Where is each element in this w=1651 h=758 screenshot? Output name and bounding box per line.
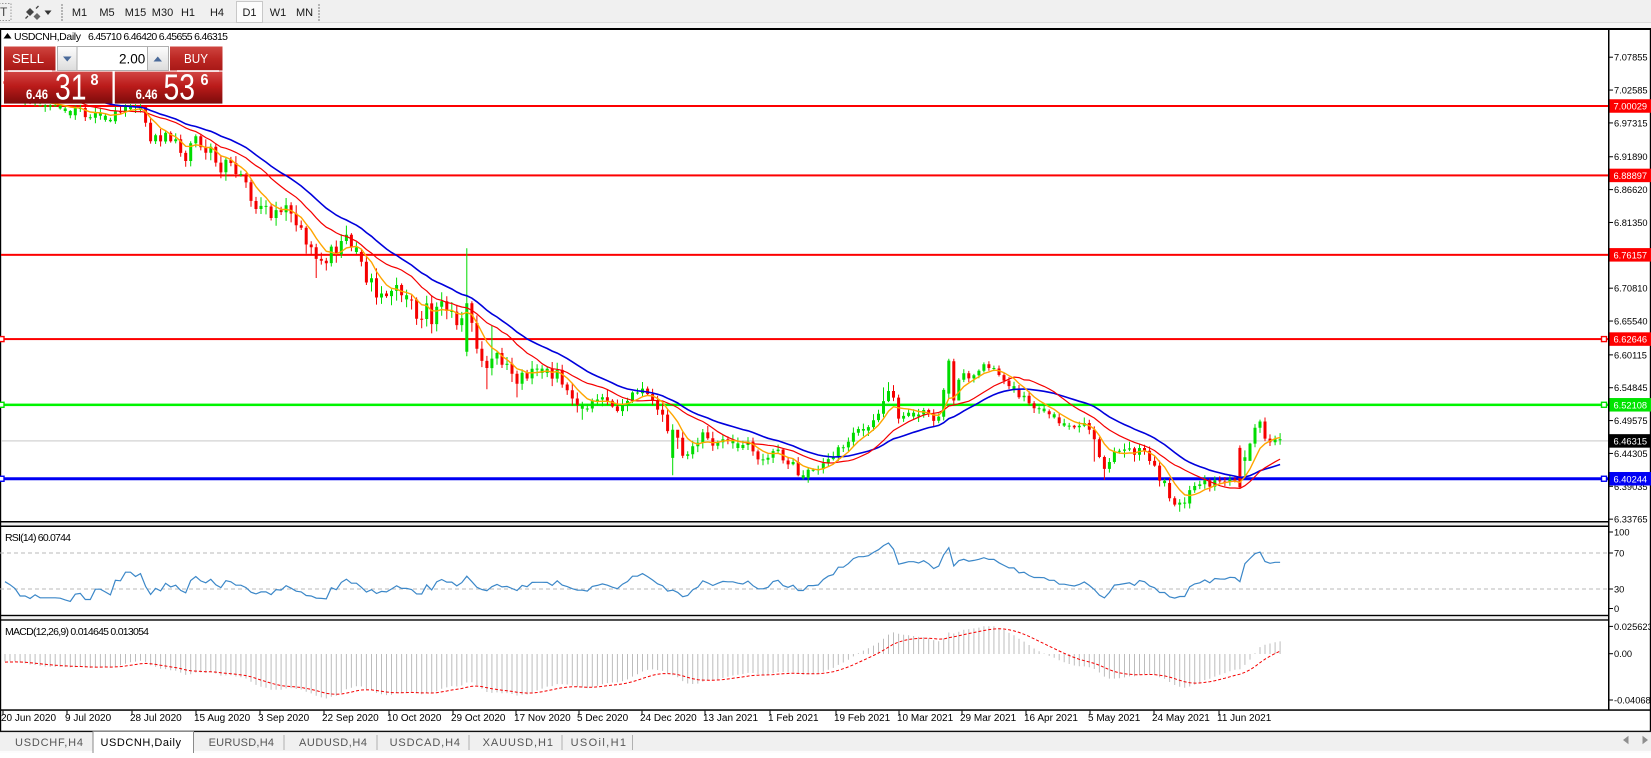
svg-text:7.02585: 7.02585 bbox=[1614, 86, 1648, 96]
svg-text:5 May 2021: 5 May 2021 bbox=[1088, 713, 1141, 724]
svg-text:16 Apr 2021: 16 Apr 2021 bbox=[1024, 713, 1078, 724]
svg-text:6.65540: 6.65540 bbox=[1614, 317, 1648, 327]
svg-text:100: 100 bbox=[1614, 527, 1630, 537]
svg-text:10 Mar 2021: 10 Mar 2021 bbox=[897, 713, 954, 724]
svg-text:8: 8 bbox=[91, 72, 99, 89]
svg-text:6.86620: 6.86620 bbox=[1614, 185, 1648, 195]
svg-text:6.76157: 6.76157 bbox=[1614, 250, 1648, 260]
svg-text:6.62646: 6.62646 bbox=[1614, 335, 1648, 345]
svg-text:6.46: 6.46 bbox=[26, 86, 48, 102]
svg-text:24 May 2021: 24 May 2021 bbox=[1152, 713, 1210, 724]
svg-text:15 Aug 2020: 15 Aug 2020 bbox=[194, 713, 251, 724]
svg-text:29 Mar 2021: 29 Mar 2021 bbox=[960, 713, 1017, 724]
svg-text:RSI(14) 60.0744: RSI(14) 60.0744 bbox=[5, 532, 71, 544]
svg-text:D1: D1 bbox=[242, 7, 256, 19]
svg-text:6.97315: 6.97315 bbox=[1614, 118, 1648, 128]
svg-text:W1: W1 bbox=[270, 7, 287, 19]
svg-text:6.70810: 6.70810 bbox=[1614, 284, 1648, 294]
svg-text:19 Feb 2021: 19 Feb 2021 bbox=[834, 713, 891, 724]
svg-text:H4: H4 bbox=[210, 7, 224, 19]
svg-text:7.00029: 7.00029 bbox=[1614, 102, 1648, 112]
svg-text:6.52108: 6.52108 bbox=[1614, 400, 1648, 410]
svg-text:31: 31 bbox=[55, 67, 87, 108]
svg-text:6.33765: 6.33765 bbox=[1614, 515, 1648, 525]
svg-text:1 Feb 2021: 1 Feb 2021 bbox=[768, 713, 819, 724]
svg-text:28 Jul 2020: 28 Jul 2020 bbox=[130, 713, 182, 724]
svg-text:AUDUSD,H4: AUDUSD,H4 bbox=[299, 737, 367, 749]
svg-text:M30: M30 bbox=[152, 7, 173, 19]
svg-text:5 Dec 2020: 5 Dec 2020 bbox=[577, 713, 629, 724]
svg-text:17 Nov 2020: 17 Nov 2020 bbox=[514, 713, 571, 724]
svg-text:22 Sep 2020: 22 Sep 2020 bbox=[322, 713, 379, 724]
svg-text:0: 0 bbox=[1614, 604, 1619, 614]
svg-text:H1: H1 bbox=[181, 7, 195, 19]
svg-text:6.88897: 6.88897 bbox=[1614, 171, 1648, 181]
svg-text:7.07855: 7.07855 bbox=[1614, 53, 1648, 63]
svg-text:6.40244: 6.40244 bbox=[1614, 474, 1648, 484]
svg-text:6: 6 bbox=[201, 72, 209, 89]
svg-text:-0.040687: -0.040687 bbox=[1614, 696, 1651, 706]
svg-text:11 Jun 2021: 11 Jun 2021 bbox=[1217, 713, 1272, 724]
svg-text:24 Dec 2020: 24 Dec 2020 bbox=[640, 713, 697, 724]
svg-text:0.025623: 0.025623 bbox=[1614, 622, 1651, 632]
svg-text:2.00: 2.00 bbox=[119, 52, 145, 67]
svg-text:USDCHF,H4: USDCHF,H4 bbox=[15, 737, 83, 749]
svg-text:T: T bbox=[0, 5, 8, 19]
svg-text:USDCNH,Daily: USDCNH,Daily bbox=[101, 737, 182, 749]
svg-text:6.91890: 6.91890 bbox=[1614, 152, 1648, 162]
svg-text:29 Oct 2020: 29 Oct 2020 bbox=[451, 713, 506, 724]
svg-text:MACD(12,26,9) 0.014645 0.01305: MACD(12,26,9) 0.014645 0.013054 bbox=[5, 626, 149, 638]
svg-text:0.00: 0.00 bbox=[1614, 649, 1632, 659]
svg-text:20 Jun 2020: 20 Jun 2020 bbox=[1, 713, 56, 724]
svg-text:6.46315: 6.46315 bbox=[1614, 437, 1648, 447]
svg-text:M5: M5 bbox=[99, 7, 114, 19]
svg-text:3 Sep 2020: 3 Sep 2020 bbox=[258, 713, 310, 724]
svg-text:SELL: SELL bbox=[12, 52, 44, 66]
svg-text:9 Jul 2020: 9 Jul 2020 bbox=[65, 713, 112, 724]
svg-text:M15: M15 bbox=[125, 7, 146, 19]
svg-text:USDCNH,Daily: USDCNH,Daily bbox=[14, 31, 82, 43]
svg-text:6.44305: 6.44305 bbox=[1614, 449, 1648, 459]
svg-text:MN: MN bbox=[296, 7, 313, 19]
svg-text:6.49575: 6.49575 bbox=[1614, 416, 1648, 426]
svg-text:10 Oct 2020: 10 Oct 2020 bbox=[387, 713, 442, 724]
svg-text:53: 53 bbox=[164, 67, 196, 108]
svg-text:13 Jan 2021: 13 Jan 2021 bbox=[703, 713, 758, 724]
svg-text:BUY: BUY bbox=[184, 52, 209, 66]
svg-text:6.54845: 6.54845 bbox=[1614, 383, 1648, 393]
svg-text:6.46: 6.46 bbox=[136, 86, 158, 102]
svg-text:USDCAD,H4: USDCAD,H4 bbox=[390, 737, 460, 749]
svg-text:6.45710 6.46420 6.45655 6.4631: 6.45710 6.46420 6.45655 6.46315 bbox=[88, 31, 228, 43]
svg-text:EURUSD,H4: EURUSD,H4 bbox=[209, 737, 274, 749]
svg-text:6.60115: 6.60115 bbox=[1614, 350, 1647, 360]
svg-text:70: 70 bbox=[1614, 548, 1624, 558]
svg-text:30: 30 bbox=[1614, 584, 1624, 594]
svg-text:6.81350: 6.81350 bbox=[1614, 218, 1648, 228]
svg-text:XAUUSD,H1: XAUUSD,H1 bbox=[483, 737, 553, 749]
svg-text:M1: M1 bbox=[72, 7, 87, 19]
